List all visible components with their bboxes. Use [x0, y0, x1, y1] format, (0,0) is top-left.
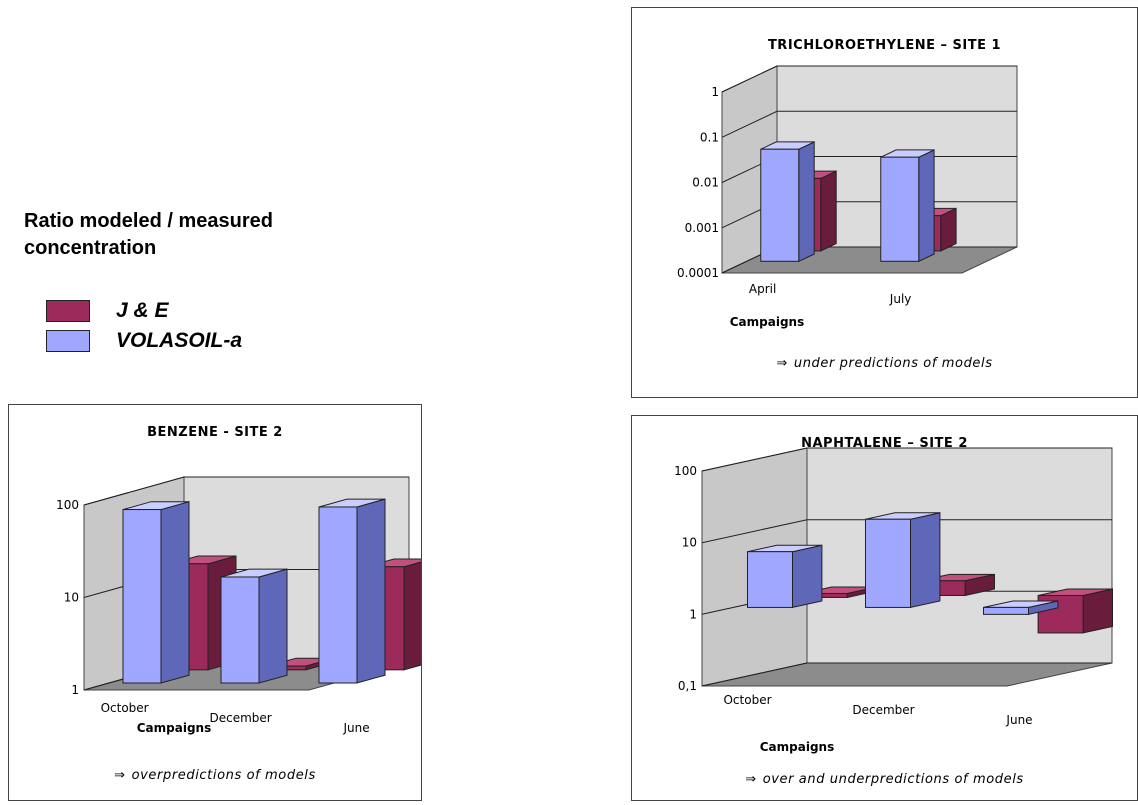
bar-volasoil-july-side	[918, 149, 935, 263]
chart-note-text: under predictions of models	[793, 356, 993, 371]
x-tick-label: June	[1005, 713, 1032, 727]
bar-volasoil-july	[880, 156, 920, 262]
chart-note-text: overpredictions of models	[131, 768, 316, 783]
bar-volasoil-april-side	[798, 141, 815, 263]
y-tick-label: 1	[71, 683, 79, 697]
gridline	[701, 447, 1112, 472]
y-tick-label: 0,1	[678, 679, 697, 693]
chart-panel-naphtalene: NAPHTALENE – SITE 2 100 10 1 0,1 October Dece…	[631, 415, 1138, 801]
legend-label-volasoil: VOLASOIL-a	[116, 329, 243, 352]
bar-je-june-side	[1082, 588, 1113, 634]
bar-volasoil-october-side	[160, 501, 190, 684]
y-tick-label: 10	[64, 591, 79, 605]
y-tick-label: 0.001	[685, 221, 719, 235]
legend-item-volasoil: VOLASOIL-a	[46, 326, 242, 356]
ratio-heading: Ratio modeled / measured concentration	[24, 210, 273, 259]
chart-note-text: over and underpredictions of models	[762, 772, 1024, 787]
bar-volasoil-june-side	[356, 498, 386, 684]
y-tick-label: 100	[56, 498, 79, 512]
gridline	[83, 476, 409, 506]
x-tick-label: October	[101, 701, 149, 715]
chart-title: BENZENE - SITE 2	[147, 425, 283, 440]
chart-note: ⇒ over and underpredictions of models	[745, 772, 1024, 787]
bar-volasoil-december	[220, 576, 260, 684]
gridline	[701, 519, 1112, 544]
y-tick-label: 0.01	[692, 176, 719, 190]
legend-label-je: J & E	[116, 299, 169, 322]
bar-volasoil-october-side	[792, 544, 823, 609]
legend: J & E VOLASOIL-a	[46, 296, 242, 356]
chart-note: ⇒ overpredictions of models	[114, 768, 316, 783]
chart-plot-benzene: 100 10 1 October December June Campaigns	[56, 476, 421, 735]
x-tick-label: December	[852, 703, 914, 717]
bar-volasoil-october	[747, 551, 793, 608]
chart-plot-naphtalene: 100 10 1 0,1 October December June Campaigns	[674, 447, 1113, 754]
bar-je-april-side	[820, 170, 837, 252]
x-axis-title: Campaigns	[137, 721, 211, 735]
legend-item-je: J & E	[46, 296, 242, 326]
y-tick-label: 10	[682, 536, 697, 550]
bar-je-june	[1037, 594, 1084, 634]
x-axis-title: Campaigns	[760, 740, 834, 754]
y-tick-label: 0.0001	[677, 266, 719, 280]
x-axis-title: Campaigns	[730, 315, 804, 329]
chart-title: TRICHLOROETHYLENE – SITE 1	[767, 38, 1002, 53]
x-tick-label: June	[343, 721, 370, 735]
x-tick-label: April	[749, 282, 776, 296]
legend-swatch-je	[46, 300, 90, 322]
chart-title: NAPHTALENE – SITE 2	[801, 436, 968, 451]
chart-panel-benzene: BENZENE - SITE 2 100 10 1 October December Ju…	[8, 404, 422, 801]
gridline	[721, 110, 1017, 138]
bar-volasoil-october	[122, 509, 162, 684]
bar-volasoil-december	[865, 518, 911, 608]
bar-volasoil-december-side	[910, 512, 941, 609]
x-tick-label: December	[209, 711, 271, 725]
bar-je-june-side	[403, 561, 421, 671]
y-tick-label: 1	[711, 85, 719, 99]
gridline	[721, 65, 1017, 93]
legend-swatch-volasoil	[46, 330, 90, 352]
bar-volasoil-june	[318, 506, 358, 684]
y-tick-label: 0.1	[700, 130, 719, 144]
bar-volasoil-december-side	[258, 568, 288, 684]
chart-note: ⇒ under predictions of models	[776, 356, 993, 371]
chart-plot-trichloroethylene: 1 0.1 0.01 0.001 0.0001 April July Campaigns	[677, 65, 1018, 329]
chart-panel-trichloroethylene: TRICHLOROETHYLENE – SITE 1 1 0.1 0.01 0.001…	[631, 7, 1138, 398]
x-tick-label: October	[723, 693, 771, 707]
y-tick-label: 1	[689, 607, 697, 621]
y-tick-label: 100	[674, 464, 697, 478]
bar-volasoil-april	[760, 148, 800, 262]
bar-volasoil-june	[983, 606, 1029, 615]
x-tick-label: July	[889, 292, 912, 306]
gridline	[701, 662, 1112, 687]
